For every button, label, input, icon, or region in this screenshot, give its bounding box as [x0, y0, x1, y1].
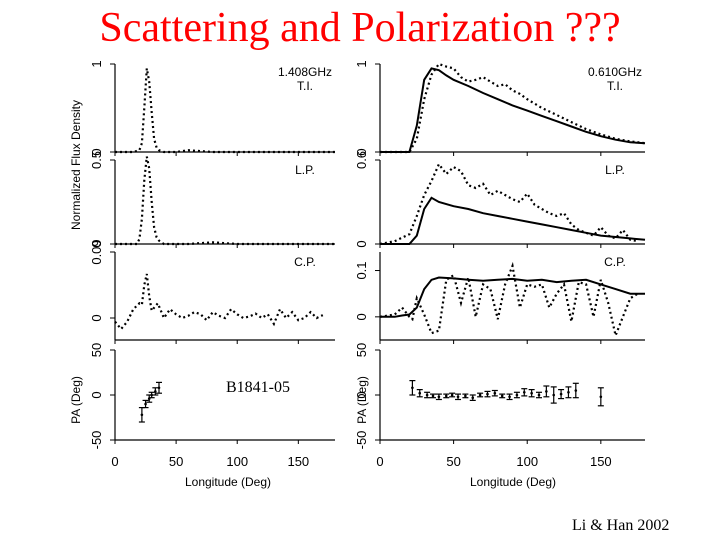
y-tick-label: 1 [89, 60, 104, 67]
x-tick-label: 0 [376, 454, 383, 469]
pa-point [409, 380, 416, 396]
solid-profile-line [380, 196, 646, 245]
y-tick-label: 50 [89, 343, 104, 357]
panel-0-3: -50 0 50 [89, 343, 335, 450]
frequency-label: 0.610GHz [588, 65, 642, 79]
y-tick-label: 0.1 [354, 261, 369, 279]
pa-point [424, 391, 431, 399]
citation: Li & Han 2002 [572, 517, 669, 534]
pa-point [597, 387, 604, 407]
y-tick-label: -50 [89, 431, 104, 450]
dotted-profile-line [379, 261, 639, 340]
x-tick-label: 50 [446, 454, 460, 469]
y-tick-label: -50 [354, 431, 369, 450]
y-tick-label: 0.5 [89, 151, 104, 169]
pa-point [435, 393, 442, 401]
pa-point [558, 389, 565, 400]
shared-y-axis-title: Normalized Flux Density [69, 100, 83, 230]
y-tick-label: 0 [89, 391, 104, 398]
pa-point [550, 386, 557, 404]
x-tick-label: 0 [111, 454, 118, 469]
y-tick-label: 0 [89, 314, 104, 321]
y-tick-label: 0.09 [89, 239, 104, 264]
pa-point [455, 393, 462, 401]
panel-0-2: 00.09 C.P. [89, 239, 335, 344]
pa-point [543, 385, 550, 398]
x-tick-label: 100 [226, 454, 248, 469]
x-axis-title-left: Longitude (Deg) [185, 475, 271, 489]
panel-0-0: 0 1 T.I.1.408GHz [89, 60, 335, 156]
pa-point [416, 389, 423, 398]
panel-1-0: 0 1 T.I.0.610GHz [354, 60, 646, 156]
panel-label: L.P. [605, 163, 625, 177]
pa-point [506, 393, 513, 401]
frequency-label: 1.408GHz [278, 65, 332, 79]
pa-point [572, 382, 579, 399]
pa-point [462, 393, 469, 399]
pa-y-axis-title-left: PA (Deg) [69, 376, 83, 424]
panel-label: C.P. [604, 255, 626, 269]
pa-point [491, 389, 498, 397]
panel-1-3: -50 0 50 [354, 343, 645, 450]
pa-point [148, 391, 155, 399]
pa-point [565, 386, 572, 399]
panel-1-2: 0 0.1 C.P. [354, 252, 645, 344]
panel-label: L.P. [295, 163, 315, 177]
pa-y-axis-title-right: PA (Deg) [355, 376, 369, 424]
pa-point [536, 391, 542, 399]
pa-point [521, 388, 528, 397]
slide-title: Scattering and Polarization ??? [99, 5, 621, 51]
panel-label: C.P. [294, 255, 316, 269]
y-tick-label: 0.6 [354, 151, 369, 169]
panel-label: T.I. [297, 79, 313, 93]
y-tick-label: 0 [354, 240, 369, 247]
pa-point [142, 399, 149, 409]
solid-profile-line [380, 276, 645, 318]
x-tick-label: 150 [590, 454, 612, 469]
pa-point [528, 389, 535, 398]
pa-point [443, 393, 450, 399]
y-tick-label: 50 [354, 343, 369, 357]
pa-point [449, 392, 456, 398]
pa-point [138, 407, 145, 423]
pa-point [430, 393, 436, 399]
pa-point [513, 391, 520, 399]
pa-point [484, 390, 491, 398]
panel-1-1: 00.6L.P. [354, 151, 646, 248]
x-tick-label: 150 [287, 454, 309, 469]
x-axis-title-right: Longitude (Deg) [470, 475, 556, 489]
pa-point [469, 394, 476, 401]
x-tick-label: 100 [516, 454, 538, 469]
y-tick-label: 0 [354, 391, 369, 398]
dotted-profile-line [115, 156, 335, 246]
pa-point [499, 393, 506, 399]
y-tick-label: 0 [89, 148, 104, 155]
y-tick-label: 0 [89, 240, 104, 247]
solid-profile-line [380, 67, 646, 153]
y-tick-label: 0 [354, 313, 369, 320]
pa-point [477, 392, 484, 398]
pa-point [156, 381, 162, 394]
pulsar-name: B1841-05 [226, 379, 290, 396]
pa-point [152, 387, 159, 396]
y-tick-label: 0 [354, 148, 369, 155]
y-tick-label: 1 [354, 60, 369, 67]
panel-0-1: 00.5L.P. [89, 151, 335, 248]
x-tick-label: 50 [169, 454, 183, 469]
panel-label: T.I. [607, 79, 623, 93]
dotted-profile-line [114, 273, 324, 331]
